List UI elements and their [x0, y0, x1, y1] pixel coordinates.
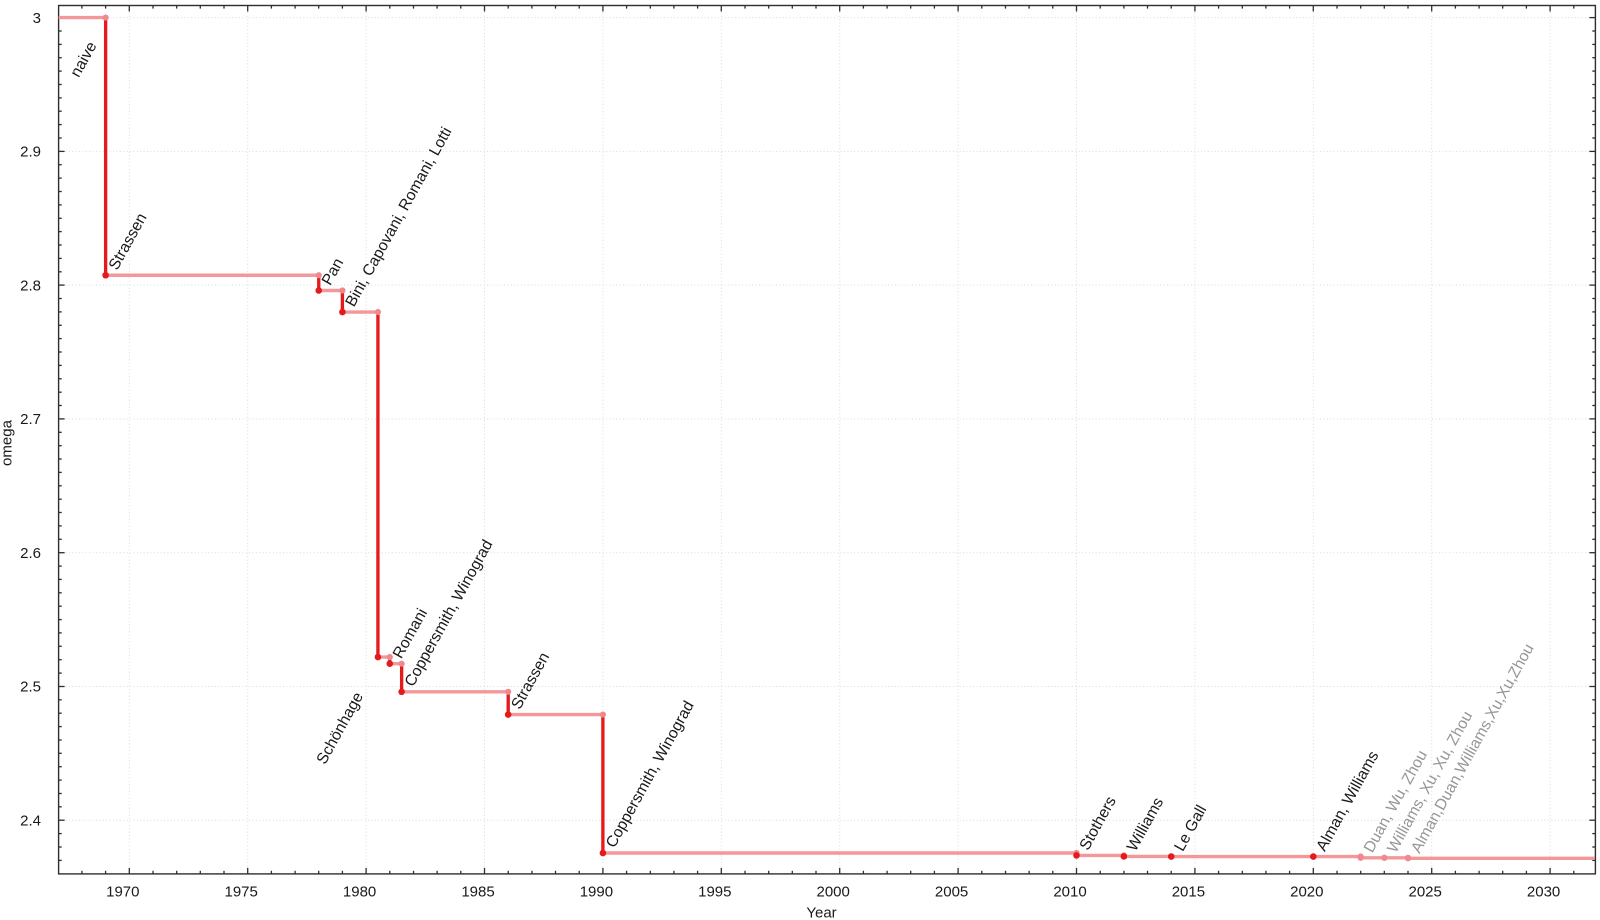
svg-text:omega: omega — [0, 419, 16, 466]
svg-text:1980: 1980 — [343, 884, 376, 901]
svg-text:2.4: 2.4 — [20, 812, 41, 829]
svg-text:2.6: 2.6 — [20, 545, 41, 562]
svg-text:1975: 1975 — [225, 884, 258, 901]
svg-text:2020: 2020 — [1290, 884, 1323, 901]
svg-text:2000: 2000 — [817, 884, 850, 901]
svg-text:2015: 2015 — [1172, 884, 1205, 901]
svg-text:1970: 1970 — [106, 884, 139, 901]
svg-text:2.5: 2.5 — [20, 679, 41, 696]
svg-text:2005: 2005 — [935, 884, 968, 901]
svg-text:2025: 2025 — [1409, 884, 1442, 901]
svg-text:2.9: 2.9 — [20, 144, 41, 161]
svg-text:1995: 1995 — [698, 884, 731, 901]
svg-text:1985: 1985 — [461, 884, 494, 901]
svg-text:1990: 1990 — [580, 884, 613, 901]
svg-text:2.7: 2.7 — [20, 411, 41, 428]
svg-text:2010: 2010 — [1053, 884, 1086, 901]
svg-text:Year: Year — [806, 905, 836, 920]
svg-text:2030: 2030 — [1527, 884, 1560, 901]
svg-text:2.8: 2.8 — [20, 277, 41, 294]
svg-text:3: 3 — [33, 10, 41, 27]
